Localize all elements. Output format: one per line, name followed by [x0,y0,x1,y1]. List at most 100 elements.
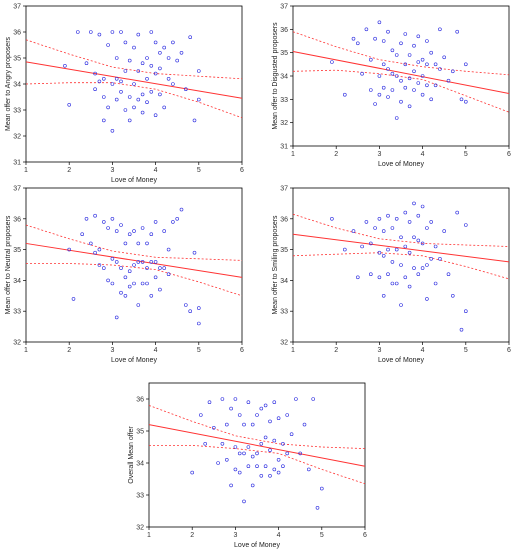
data-point [136,69,141,73]
data-point [229,483,233,488]
data-point [377,250,382,255]
data-point [102,77,106,81]
data-point [373,102,377,106]
data-point [399,303,403,307]
y-tick-label: 35 [13,56,21,63]
data-point [386,213,390,218]
y-tick-label: 35 [136,429,144,436]
data-point [145,100,149,104]
data-point [179,50,184,55]
data-point [237,470,242,475]
data-point [140,110,145,115]
data-point [184,87,188,91]
data-point [381,85,386,90]
data-point [459,97,464,102]
y-tick-label: 31 [280,144,288,151]
data-point [136,97,141,102]
data-point [319,486,324,491]
data-point [255,413,259,417]
x-tick-label: 5 [464,347,468,354]
data-point [276,470,281,475]
data-point [127,269,132,274]
data-point [149,64,154,68]
data-point [97,32,102,37]
data-point [272,438,277,443]
data-point [84,61,89,66]
data-point [364,220,369,224]
ci-upper-line [25,39,243,80]
data-point [127,118,132,123]
data-point [412,266,416,270]
x-tick-label: 3 [233,532,237,539]
data-point [412,235,416,240]
data-point [207,400,212,405]
data-point [268,419,272,424]
y-tick-label: 35 [13,247,21,254]
data-point [246,400,251,405]
x-tick-label: 6 [240,347,244,354]
data-point [246,464,251,469]
x-tick-label: 5 [320,532,324,539]
data-point [425,297,429,301]
data-point [459,327,464,332]
y-tick-label: 34 [280,278,288,285]
x-tick-label: 6 [363,532,367,539]
data-point [355,275,360,280]
data-point [403,210,408,215]
data-point [93,87,97,91]
data-point [255,451,259,456]
data-point [71,297,76,301]
data-point [399,235,403,240]
data-point [311,397,316,401]
y-tick-label: 34 [280,74,288,81]
x-tick-label: 2 [67,347,71,354]
data-point [136,241,141,246]
data-point [233,445,238,449]
x-axis-label: Love of Money [234,542,280,549]
data-point [102,95,106,99]
data-point [158,266,162,270]
data-point [463,99,468,104]
y-tick-label: 37 [13,4,21,11]
x-tick-label: 2 [334,151,338,158]
regression-line [292,51,510,94]
data-point [429,256,434,261]
data-point [390,226,395,230]
data-point [263,403,268,408]
data-point [259,473,264,478]
data-point [80,232,84,236]
data-point [342,247,347,252]
data-point [93,250,97,255]
data-point [114,77,119,81]
data-point [425,62,429,67]
data-point [145,266,149,270]
y-tick-label: 33 [13,309,21,316]
data-point [438,67,442,71]
data-point [102,220,106,224]
x-tick-label: 2 [67,167,71,174]
data-point [93,213,97,218]
data-point [429,97,434,102]
data-point [63,64,67,68]
y-tick-label: 37 [280,4,288,11]
data-point [355,41,360,46]
ci-lower-line [149,445,366,485]
ci-upper-line [292,31,510,76]
data-point [119,223,123,227]
data-point [381,39,386,43]
data-point [394,74,399,78]
x-tick-label: 4 [277,532,281,539]
data-point [175,58,179,63]
data-point [407,53,412,57]
data-point [67,247,71,252]
data-point [166,56,171,60]
data-point [368,57,373,62]
data-point [158,50,162,55]
data-point [416,213,421,218]
regression-line [292,233,510,263]
data-point [420,266,425,270]
y-axis-label: Mean offer to Disgusted proposers [272,22,279,130]
data-point [166,77,171,81]
